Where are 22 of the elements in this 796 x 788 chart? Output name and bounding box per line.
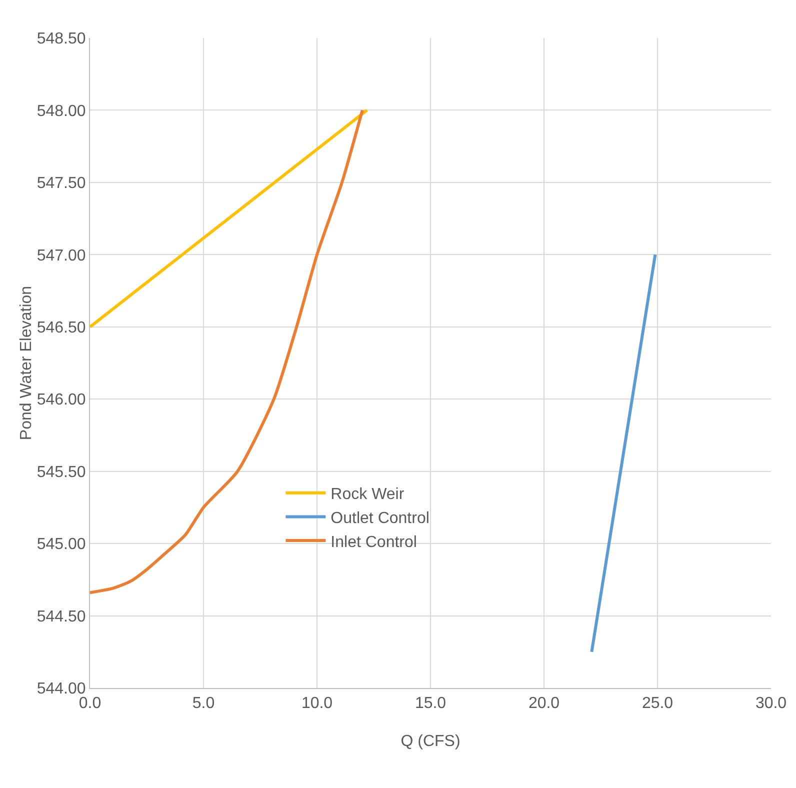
x-tick-label: 25.0 <box>642 695 674 712</box>
y-tick-label: 546.50 <box>36 319 86 336</box>
x-tick-label: 30.0 <box>755 695 787 712</box>
y-tick-label: 544.00 <box>36 680 86 698</box>
y-tick-label: 545.00 <box>36 536 86 554</box>
y-tick-label: 547.50 <box>36 175 86 192</box>
x-axis-title: Q (CFS) <box>400 733 460 750</box>
x-tick-label: 20.0 <box>528 695 560 712</box>
x-tick-label: 5.0 <box>192 695 215 712</box>
x-tick-label: 10.0 <box>301 695 333 712</box>
x-tick-label: 0.0 <box>78 695 102 712</box>
y-tick-label: 548.00 <box>36 102 86 120</box>
y-tick-label: 544.50 <box>36 608 86 626</box>
legend-label: Rock Weir <box>330 486 405 504</box>
legend-label: Outlet Control <box>330 510 430 527</box>
y-tick-label: 547.00 <box>36 247 86 264</box>
y-axis-title: Pond Water Elevation <box>18 286 35 440</box>
y-tick-label: 546.00 <box>36 392 86 409</box>
y-tick-label: 548.50 <box>36 30 86 48</box>
y-tick-label: 545.50 <box>36 464 86 481</box>
x-tick-label: 15.0 <box>414 695 446 712</box>
legend-label: Inlet Control <box>330 534 417 551</box>
